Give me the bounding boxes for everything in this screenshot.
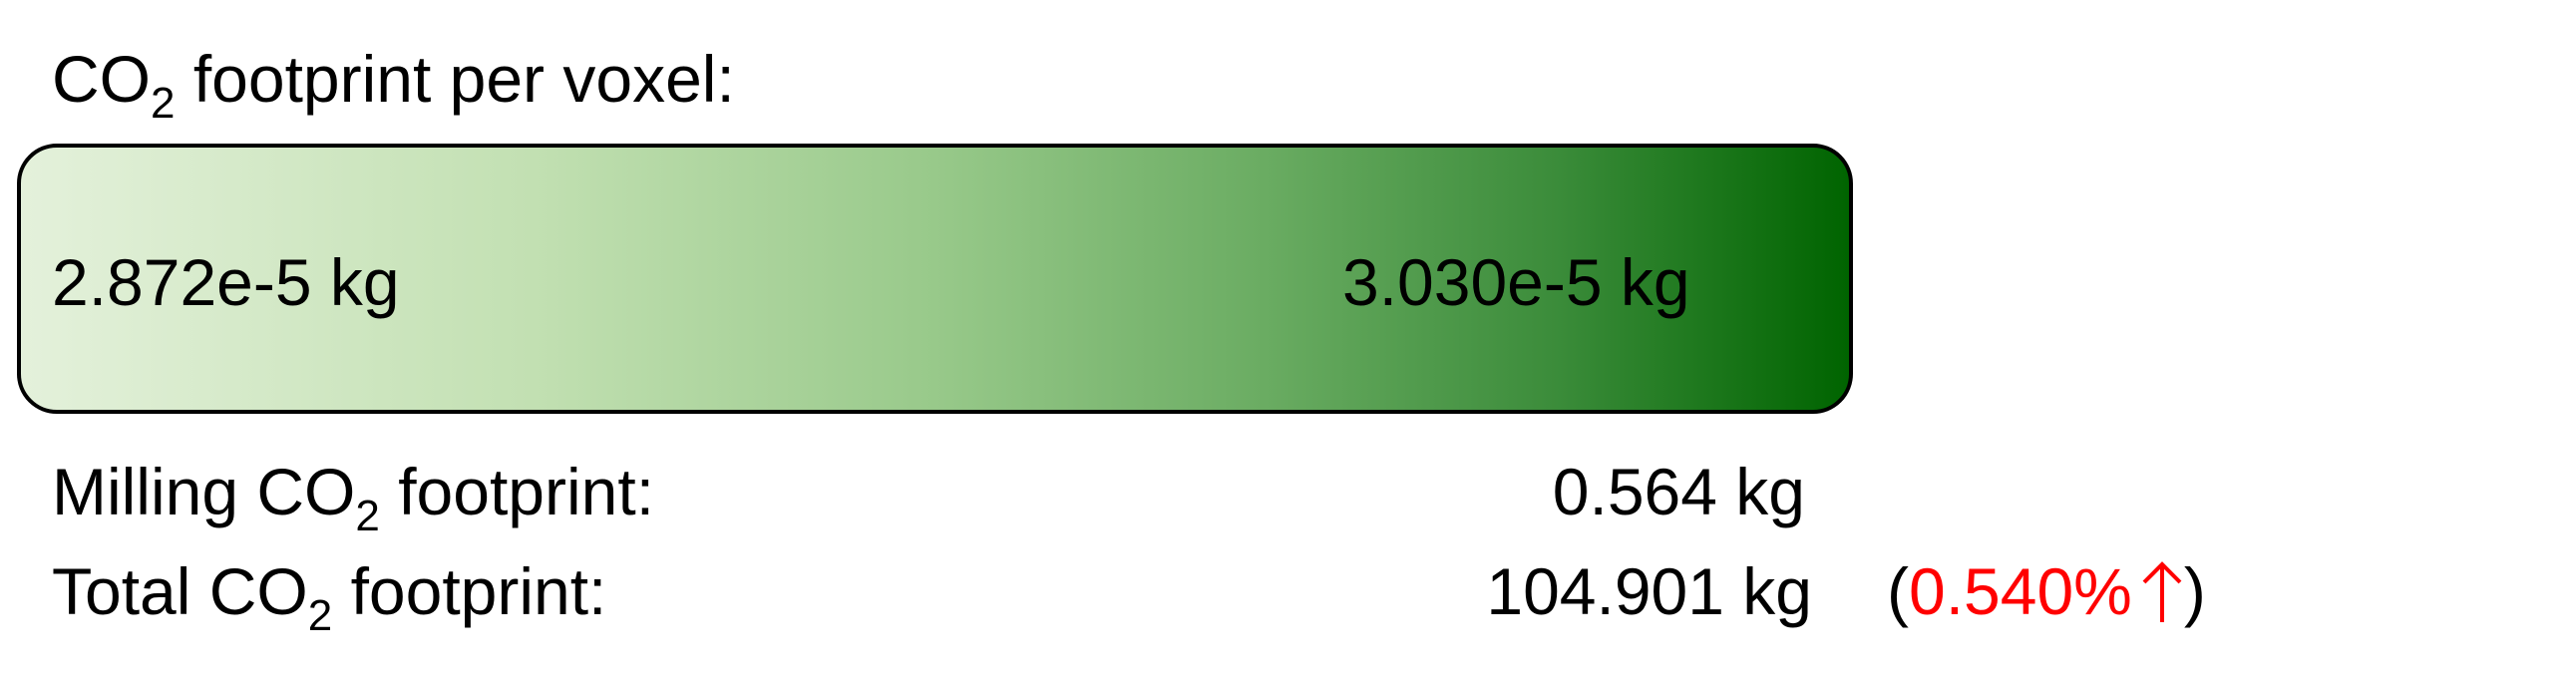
total-label-prefix: Total CO: [52, 554, 308, 628]
up-arrow-icon: [2140, 558, 2184, 634]
voxel-footprint-heading: CO2 footprint per voxel:: [52, 46, 735, 126]
milling-footprint-value: 0.564 kg: [1552, 455, 1805, 528]
milling-label-subscript: 2: [355, 492, 380, 540]
legend-min-label: 2.872e-5 kg: [52, 245, 400, 319]
total-footprint-label: Total CO2 footprint:: [52, 558, 606, 638]
milling-label-prefix: Milling CO: [52, 455, 356, 528]
total-label-subscript: 2: [307, 591, 333, 640]
change-close-paren: ): [2183, 554, 2206, 628]
total-label-suffix: footprint:: [332, 554, 607, 628]
total-change-indicator: (0.540%): [1887, 558, 2206, 634]
heading-prefix: CO: [52, 42, 151, 116]
color-gradient-legend: [17, 144, 1853, 414]
milling-label-suffix: footprint:: [379, 455, 655, 528]
change-percent: 0.540%: [1908, 554, 2132, 628]
change-open-paren: (: [1887, 554, 1909, 628]
legend-max-label: 3.030e-5 kg: [1342, 245, 1690, 319]
heading-subscript: 2: [151, 79, 176, 128]
heading-suffix: footprint per voxel:: [175, 42, 735, 116]
milling-footprint-label: Milling CO2 footprint:: [52, 459, 654, 538]
total-footprint-value: 104.901 kg: [1486, 554, 1812, 628]
